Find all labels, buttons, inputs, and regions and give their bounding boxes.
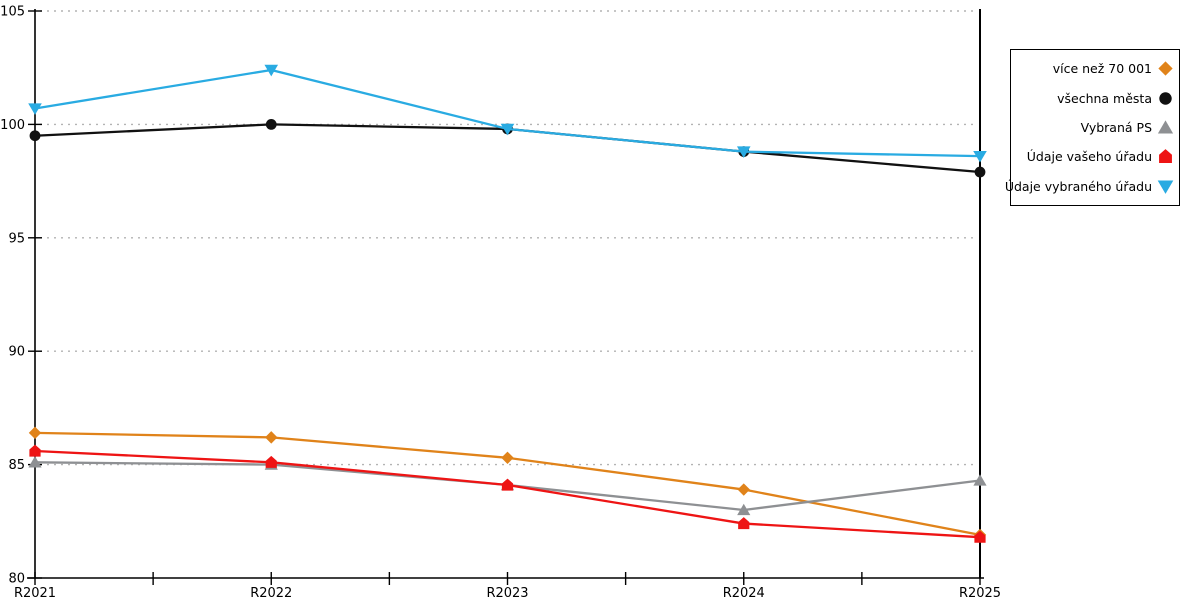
svg-text:R2025: R2025 (959, 586, 1001, 600)
svg-text:100: 100 (0, 118, 25, 133)
svg-text:90: 90 (8, 345, 25, 360)
legend-item: Údaje vybraného úřadu (1005, 178, 1174, 195)
legend-label: Údaje vašeho úřadu (1026, 149, 1152, 165)
legend-label: více než 70 001 (1052, 61, 1152, 77)
svg-text:R2023: R2023 (486, 586, 528, 600)
diamond-marker-icon (1158, 61, 1173, 76)
legend-item: Vybraná PS (1015, 119, 1174, 136)
legend-item: Údaje vašeho úřadu (1015, 148, 1174, 165)
svg-text:85: 85 (8, 458, 25, 473)
triangle-up-marker-icon (1157, 120, 1174, 134)
pentagon-marker-icon (1159, 149, 1172, 164)
svg-text:80: 80 (8, 572, 25, 587)
legend-label: Údaje vybraného úřadu (1004, 178, 1152, 194)
svg-text:R2021: R2021 (14, 586, 56, 600)
svg-text:R2022: R2022 (250, 586, 292, 600)
legend-item: všechna města (1015, 90, 1174, 107)
legend-item: více než 70 001 (1015, 60, 1174, 77)
circle-marker-icon (1159, 91, 1172, 105)
svg-text:105: 105 (0, 5, 25, 20)
legend-label: všechna města (1057, 90, 1152, 106)
legend: více než 70 001 všechna města Vybraná PS… (1005, 49, 1180, 206)
svg-text:95: 95 (8, 231, 25, 246)
triangle-down-marker-icon (1157, 180, 1174, 194)
svg-text:R2024: R2024 (723, 586, 765, 600)
legend-label: Vybraná PS (1080, 119, 1152, 135)
